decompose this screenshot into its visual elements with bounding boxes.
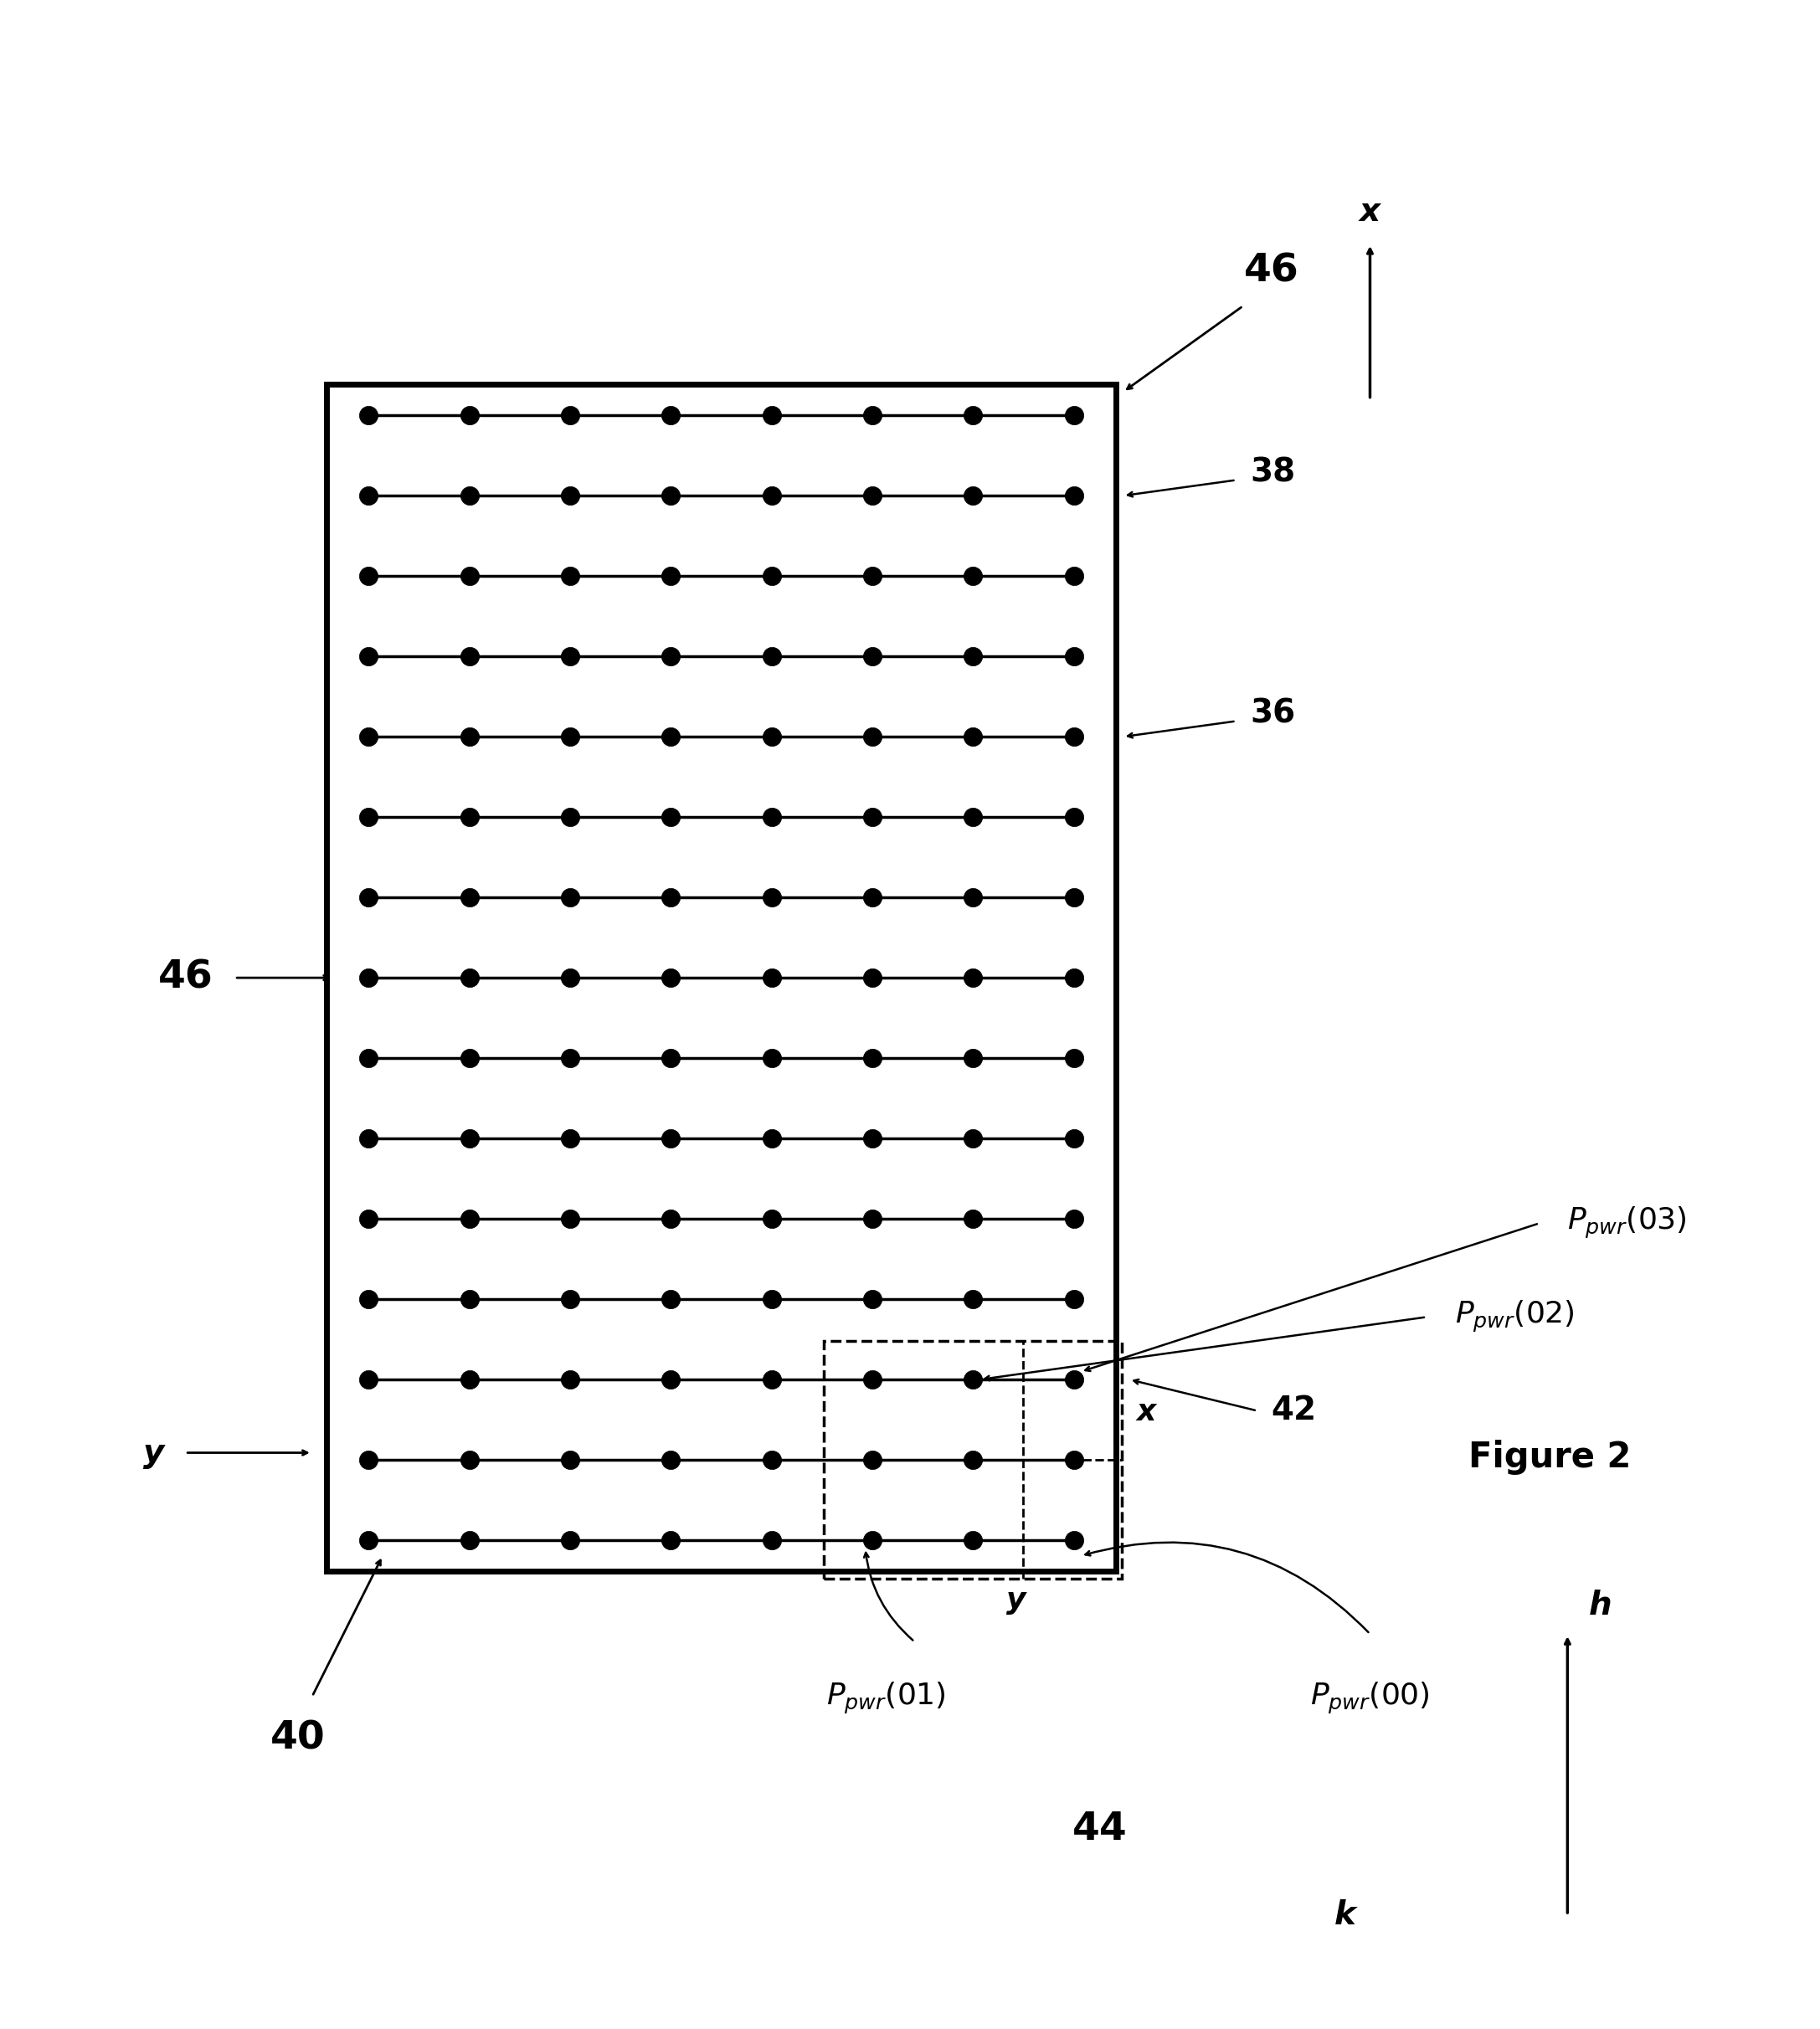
Text: 44: 44 xyxy=(1072,1810,1128,1848)
Text: $P_{pwr}(00)$: $P_{pwr}(00)$ xyxy=(1310,1680,1431,1717)
Text: k: k xyxy=(1334,1899,1356,1932)
Text: 40: 40 xyxy=(271,1721,326,1757)
Text: 46: 46 xyxy=(1243,254,1299,290)
Text: x: x xyxy=(1136,1398,1156,1426)
Bar xyxy=(824,1341,1123,1579)
Bar xyxy=(326,383,1116,1570)
Text: $P_{pwr}(01)$: $P_{pwr}(01)$ xyxy=(826,1680,946,1717)
Text: 46: 46 xyxy=(158,960,213,996)
Text: y: y xyxy=(142,1437,164,1469)
Text: h: h xyxy=(1589,1589,1613,1621)
Text: 36: 36 xyxy=(1250,698,1296,728)
Text: y: y xyxy=(1006,1587,1026,1615)
Text: 38: 38 xyxy=(1250,457,1296,489)
Text: $P_{pwr}(02)$: $P_{pwr}(02)$ xyxy=(1454,1299,1574,1335)
Text: Figure 2: Figure 2 xyxy=(1469,1441,1631,1475)
Text: $P_{pwr}(03)$: $P_{pwr}(03)$ xyxy=(1567,1205,1687,1242)
Text: x: x xyxy=(1360,197,1381,227)
Text: 42: 42 xyxy=(1270,1394,1316,1426)
